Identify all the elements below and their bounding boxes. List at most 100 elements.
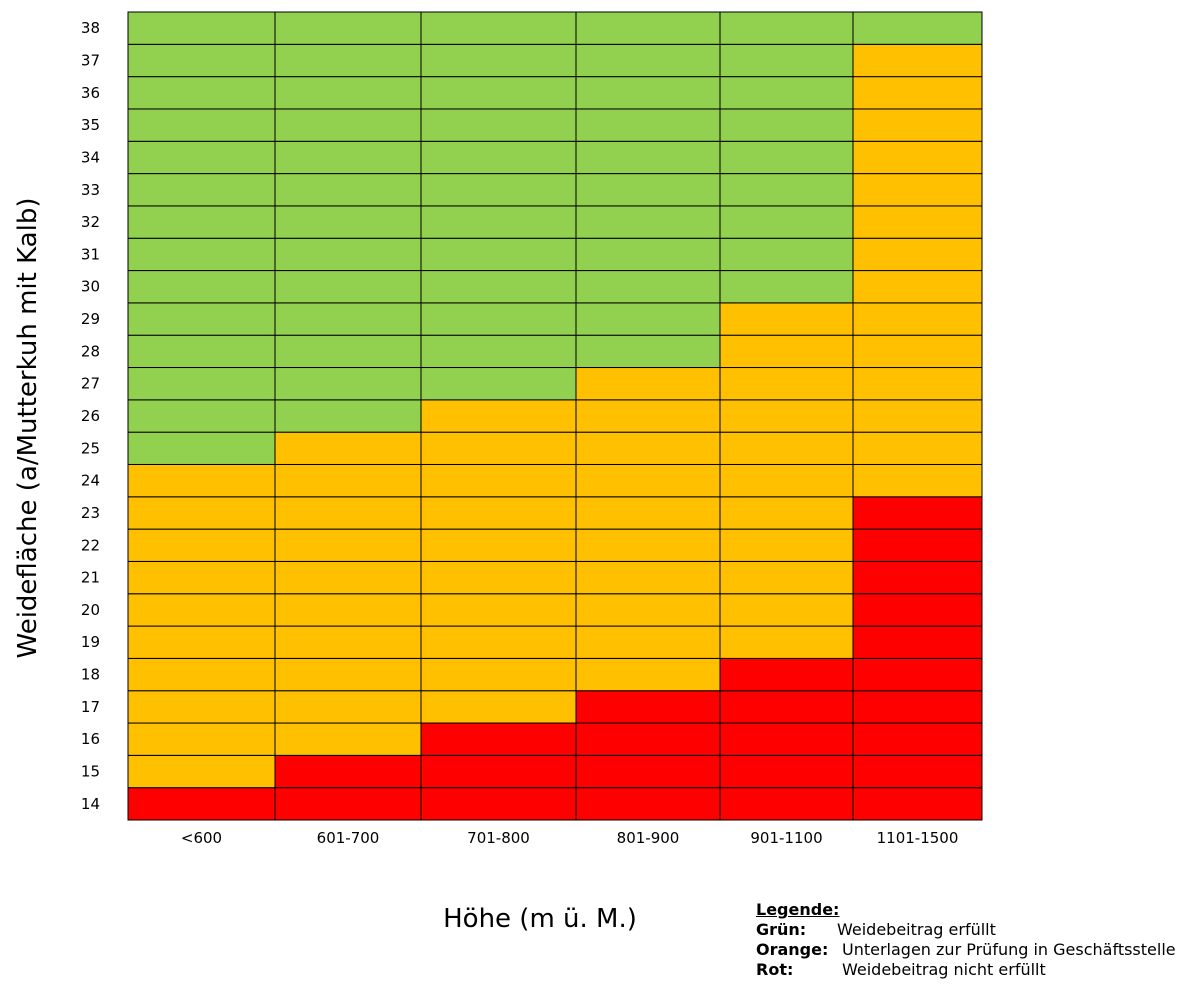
heatmap-cell: [852, 593, 983, 627]
heatmap-cell: [719, 625, 854, 659]
heatmap-cell: [719, 108, 854, 142]
heatmap-cell: [274, 463, 422, 498]
heatmap-cell: [719, 205, 854, 239]
heatmap-cell: [274, 431, 422, 465]
y-tick-label: 15: [81, 763, 100, 781]
legend-text-gruen: Weidebeitrag erfüllt: [837, 920, 996, 939]
heatmap-cell: [852, 754, 983, 789]
heatmap-cell: [274, 140, 422, 175]
heatmap-cell: [575, 754, 721, 789]
heatmap-cell: [852, 787, 983, 821]
y-tick-label: 38: [81, 19, 100, 37]
y-tick-label: 34: [81, 148, 100, 166]
heatmap-cell: [127, 690, 276, 724]
x-tick-label: 1101-1500: [877, 829, 959, 847]
heatmap-cell: [274, 302, 422, 336]
heatmap-cell: [420, 399, 577, 433]
heatmap-cell: [420, 496, 577, 530]
heatmap-cell: [852, 463, 983, 498]
heatmap-cell: [127, 11, 276, 45]
heatmap-cell: [575, 140, 721, 175]
heatmap-cell: [719, 787, 854, 821]
heatmap-cell: [852, 399, 983, 433]
legend-key-orange: Orange:: [756, 940, 829, 959]
heatmap-cell: [852, 625, 983, 659]
x-tick-label: 701-800: [467, 829, 530, 847]
heatmap-cell: [420, 76, 577, 110]
legend-title: Legende:: [756, 900, 840, 919]
heatmap-cell: [852, 657, 983, 692]
legend-item-rot: Rot: Weidebeitrag nicht erfüllt: [756, 960, 1176, 980]
heatmap-cell: [274, 270, 422, 304]
heatmap-cell: [852, 722, 983, 756]
heatmap-cells: [127, 11, 983, 821]
y-tick-label: 22: [81, 536, 100, 554]
heatmap-cell: [852, 108, 983, 142]
heatmap-cell: [274, 528, 422, 562]
heatmap-cell: [274, 367, 422, 401]
heatmap-cell: [575, 463, 721, 498]
heatmap-cell: [575, 270, 721, 304]
heatmap-cell: [127, 625, 276, 659]
y-tick-label: 17: [81, 698, 100, 716]
heatmap-cell: [719, 399, 854, 433]
heatmap-cell: [852, 140, 983, 175]
y-tick-label: 18: [81, 666, 100, 684]
heatmap-cell: [719, 463, 854, 498]
heatmap-cell: [852, 690, 983, 724]
heatmap-cell: [852, 496, 983, 530]
heatmap-cell: [719, 43, 854, 78]
y-tick-label: 37: [81, 51, 100, 69]
heatmap-cell: [575, 367, 721, 401]
y-tick-label: 26: [81, 407, 100, 425]
heatmap-cell: [127, 334, 276, 369]
heatmap-cell: [420, 367, 577, 401]
heatmap-cell: [575, 787, 721, 821]
heatmap-cell: [852, 11, 983, 45]
heatmap-cell: [420, 528, 577, 562]
legend-item-gruen: Grün: Weidebeitrag erfüllt: [756, 920, 1176, 940]
heatmap-cell: [575, 690, 721, 724]
legend-key-gruen: Grün:: [756, 920, 807, 939]
heatmap-cell: [420, 205, 577, 239]
heatmap-cell: [575, 496, 721, 530]
heatmap-cell: [575, 302, 721, 336]
heatmap-cell: [719, 560, 854, 595]
heatmap-cell: [127, 205, 276, 239]
heatmap-cell: [420, 593, 577, 627]
y-axis-label: Weidefläche (a/Mutterkuh mit Kalb): [13, 198, 43, 659]
heatmap-cell: [274, 11, 422, 45]
heatmap-cell: [127, 237, 276, 272]
y-tick-label: 36: [81, 84, 100, 102]
heatmap-cell: [852, 270, 983, 304]
heatmap-cell: [575, 173, 721, 207]
y-tick-label: 33: [81, 181, 100, 199]
y-tick-label: 27: [81, 375, 100, 393]
heatmap-cell: [852, 560, 983, 595]
heatmap-cell: [274, 625, 422, 659]
heatmap-cell: [274, 690, 422, 724]
heatmap-cell: [852, 431, 983, 465]
heatmap-cell: [420, 431, 577, 465]
heatmap-cell: [719, 237, 854, 272]
heatmap-cell: [575, 657, 721, 692]
heatmap-cell: [852, 302, 983, 336]
heatmap-cell: [852, 205, 983, 239]
heatmap-cell: [575, 593, 721, 627]
heatmap-cell: [274, 754, 422, 789]
heatmap-cell: [420, 463, 577, 498]
y-tick-label: 19: [81, 633, 100, 651]
heatmap-cell: [719, 173, 854, 207]
y-tick-label: 31: [81, 245, 100, 263]
y-tick-label: 25: [81, 439, 100, 457]
heatmap-cell: [420, 560, 577, 595]
heatmap-cell: [274, 399, 422, 433]
heatmap-cell: [575, 560, 721, 595]
heatmap-cell: [719, 593, 854, 627]
heatmap-cell: [719, 302, 854, 336]
heatmap-cell: [852, 237, 983, 272]
heatmap-cell: [420, 11, 577, 45]
heatmap-cell: [575, 399, 721, 433]
heatmap-cell: [420, 625, 577, 659]
